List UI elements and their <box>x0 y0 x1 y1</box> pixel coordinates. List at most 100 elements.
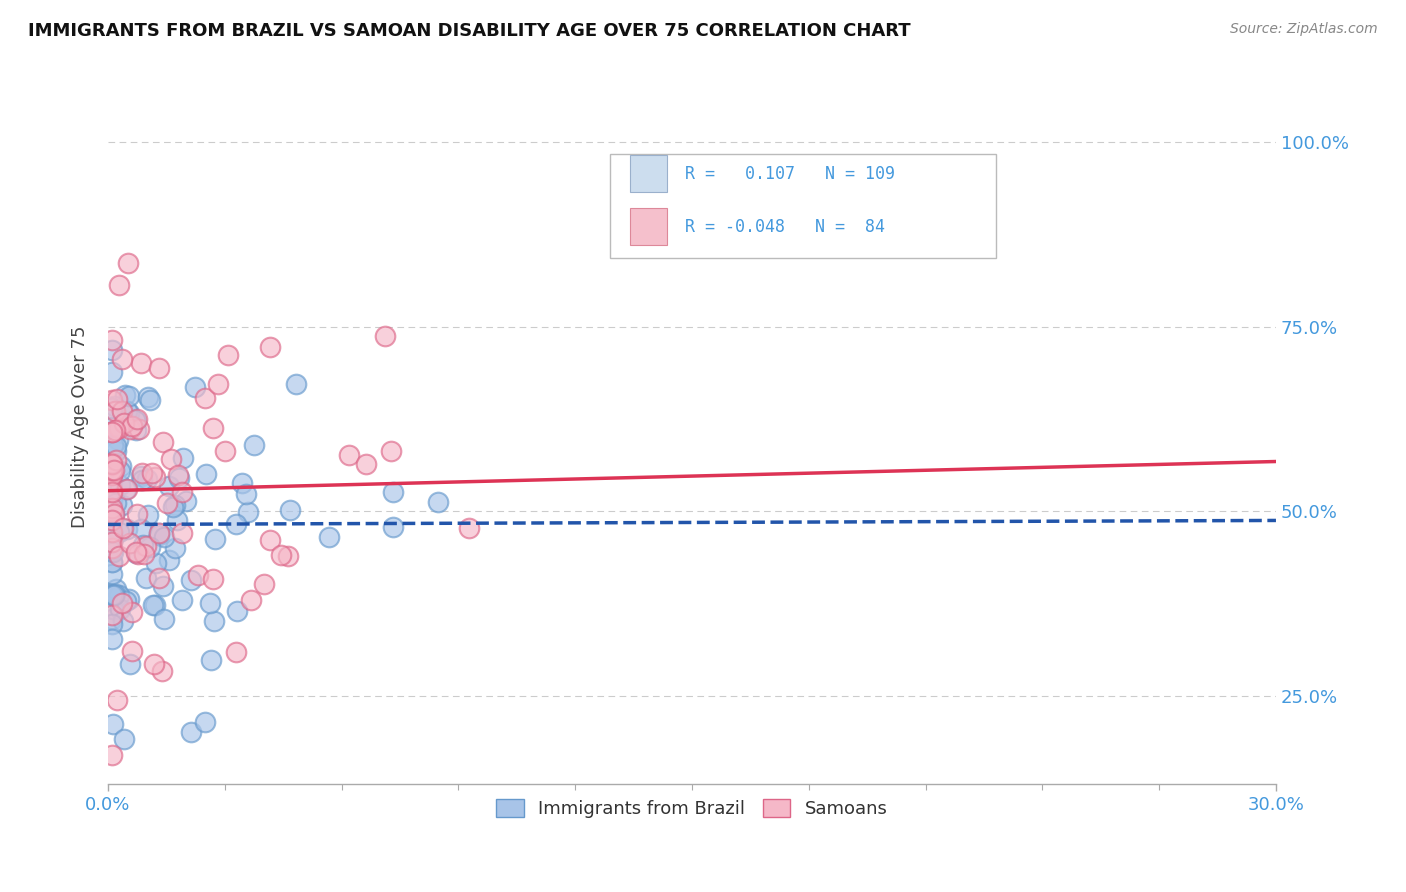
Point <box>235 487 257 501</box>
Point <box>101 545 124 559</box>
Point <box>111 596 134 610</box>
Point <box>101 516 124 530</box>
Point <box>200 652 222 666</box>
Point <box>231 475 253 490</box>
Text: Source: ZipAtlas.com: Source: ZipAtlas.com <box>1230 22 1378 37</box>
Point <box>207 377 229 392</box>
Point <box>105 453 128 467</box>
Point <box>117 256 139 270</box>
Point <box>131 467 153 481</box>
Point <box>142 598 165 612</box>
Point <box>101 586 124 600</box>
Point <box>104 404 127 418</box>
Point <box>176 494 198 508</box>
Point <box>101 491 124 506</box>
Point <box>101 632 124 646</box>
Point <box>101 465 124 479</box>
Point <box>108 525 131 540</box>
Point <box>131 473 153 487</box>
Point <box>104 587 127 601</box>
Point <box>157 553 180 567</box>
Point <box>101 492 124 507</box>
Point <box>187 568 209 582</box>
Point <box>284 376 307 391</box>
Point <box>225 645 247 659</box>
Point <box>277 549 299 563</box>
Point <box>129 469 152 483</box>
Point <box>195 467 218 481</box>
Point <box>105 496 128 510</box>
Point <box>172 451 194 466</box>
Point <box>125 414 148 428</box>
Point <box>152 579 174 593</box>
Point <box>121 644 143 658</box>
Point <box>108 601 131 615</box>
Point <box>259 533 281 547</box>
Point <box>103 423 125 437</box>
Point <box>101 457 124 471</box>
Point <box>101 525 124 540</box>
Point <box>143 598 166 612</box>
Point <box>101 500 124 515</box>
Point <box>180 724 202 739</box>
Point <box>101 467 124 482</box>
Point <box>101 608 124 623</box>
Point <box>148 526 170 541</box>
Point <box>101 601 124 615</box>
Point <box>132 547 155 561</box>
Point <box>194 715 217 730</box>
FancyBboxPatch shape <box>630 155 668 193</box>
Point <box>457 520 479 534</box>
Text: IMMIGRANTS FROM BRAZIL VS SAMOAN DISABILITY AGE OVER 75 CORRELATION CHART: IMMIGRANTS FROM BRAZIL VS SAMOAN DISABIL… <box>28 22 911 40</box>
Point <box>141 466 163 480</box>
Point <box>101 611 124 625</box>
Point <box>156 496 179 510</box>
Point <box>110 404 132 418</box>
Legend: Immigrants from Brazil, Samoans: Immigrants from Brazil, Samoans <box>489 792 894 825</box>
Point <box>101 529 124 543</box>
Point <box>101 542 124 557</box>
Point <box>121 605 143 619</box>
Point <box>135 539 157 553</box>
Point <box>136 508 159 522</box>
Point <box>112 731 135 746</box>
Point <box>101 541 124 555</box>
Point <box>101 535 124 549</box>
Point <box>198 596 221 610</box>
Point <box>337 449 360 463</box>
Point <box>118 406 141 420</box>
Point <box>157 478 180 492</box>
Point <box>118 389 141 403</box>
Point <box>103 589 125 603</box>
Point <box>103 463 125 477</box>
Point <box>101 747 124 762</box>
Point <box>104 439 127 453</box>
Point <box>153 531 176 545</box>
Point <box>143 657 166 672</box>
Point <box>108 478 131 492</box>
FancyBboxPatch shape <box>630 208 668 245</box>
Point <box>139 540 162 554</box>
Point <box>124 413 146 427</box>
Point <box>148 361 170 376</box>
Point <box>111 614 134 628</box>
Point <box>135 571 157 585</box>
Point <box>172 525 194 540</box>
Point <box>117 591 139 606</box>
Point <box>148 527 170 541</box>
Point <box>318 530 340 544</box>
Point <box>238 505 260 519</box>
Point <box>103 437 125 451</box>
Point <box>125 423 148 437</box>
Point <box>180 573 202 587</box>
Point <box>125 545 148 559</box>
Point <box>374 328 396 343</box>
Point <box>172 484 194 499</box>
Text: R =   0.107   N = 109: R = 0.107 N = 109 <box>685 165 896 183</box>
Point <box>105 392 128 407</box>
Point <box>115 522 138 536</box>
Point <box>110 464 132 478</box>
Point <box>165 541 187 556</box>
Point <box>101 425 124 440</box>
Point <box>112 416 135 430</box>
